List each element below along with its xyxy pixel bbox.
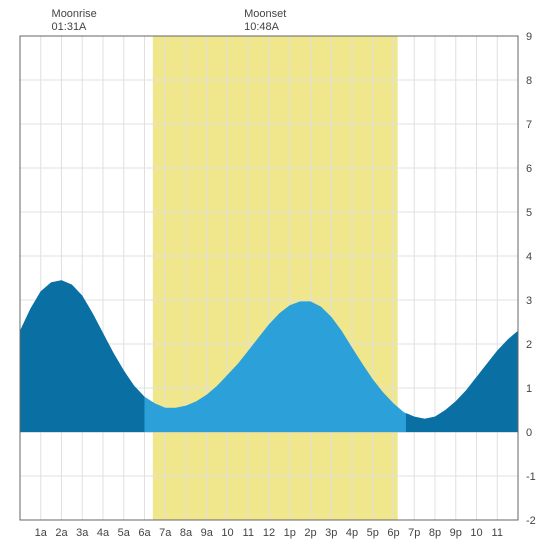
- y-tick-label: 6: [526, 163, 532, 175]
- x-tick-label: 1p: [284, 527, 296, 539]
- x-tick-label: 7a: [159, 527, 172, 539]
- y-tick-label: 9: [526, 31, 532, 43]
- x-tick-label: 9a: [201, 527, 214, 539]
- y-tick-label: -2: [526, 515, 536, 527]
- x-tick-label: 8p: [429, 527, 441, 539]
- y-tick-label: 8: [526, 75, 532, 87]
- moonset-time: 10:48A: [244, 21, 286, 34]
- x-tick-label: 5a: [118, 527, 131, 539]
- x-tick-label: 7p: [408, 527, 420, 539]
- x-tick-label: 11: [492, 527, 503, 539]
- moonrise-label: Moonrise 01:31A: [52, 8, 97, 34]
- tide-chart-container: { "plot": { "width_px": 550, "height_px"…: [0, 0, 550, 550]
- y-tick-label: 3: [526, 295, 532, 307]
- moonrise-time: 01:31A: [52, 21, 97, 34]
- x-tick-label: 4a: [97, 527, 110, 539]
- y-tick-label: -1: [526, 471, 536, 483]
- x-tick-label: 3p: [325, 527, 337, 539]
- y-tick-label: 4: [526, 251, 532, 263]
- moonrise-title: Moonrise: [52, 8, 97, 21]
- x-tick-label: 5p: [367, 527, 379, 539]
- x-tick-label: 8a: [180, 527, 193, 539]
- x-tick-label: 10: [221, 527, 233, 539]
- x-tick-label: 10: [470, 527, 482, 539]
- x-tick-label: 9p: [450, 527, 462, 539]
- x-tick-label: 1a: [35, 527, 48, 539]
- y-tick-label: 7: [526, 119, 532, 131]
- x-tick-label: 2p: [304, 527, 316, 539]
- moonset-label: Moonset 10:48A: [244, 8, 286, 34]
- x-tick-label: 6p: [387, 527, 399, 539]
- x-tick-label: 3a: [76, 527, 89, 539]
- tide-chart-svg: -2-101234567891a2a3a4a5a6a7a8a9a1011121p…: [0, 0, 550, 550]
- y-tick-label: 2: [526, 339, 532, 351]
- moonset-title: Moonset: [244, 8, 286, 21]
- x-tick-label: 2a: [55, 527, 68, 539]
- y-tick-label: 5: [526, 207, 532, 219]
- y-tick-label: 0: [526, 427, 532, 439]
- x-tick-label: 6a: [138, 527, 151, 539]
- x-tick-label: 11: [243, 527, 254, 539]
- y-tick-label: 1: [526, 383, 532, 395]
- x-tick-label: 12: [263, 527, 275, 539]
- daylight-band: [153, 36, 398, 520]
- x-tick-label: 4p: [346, 527, 358, 539]
